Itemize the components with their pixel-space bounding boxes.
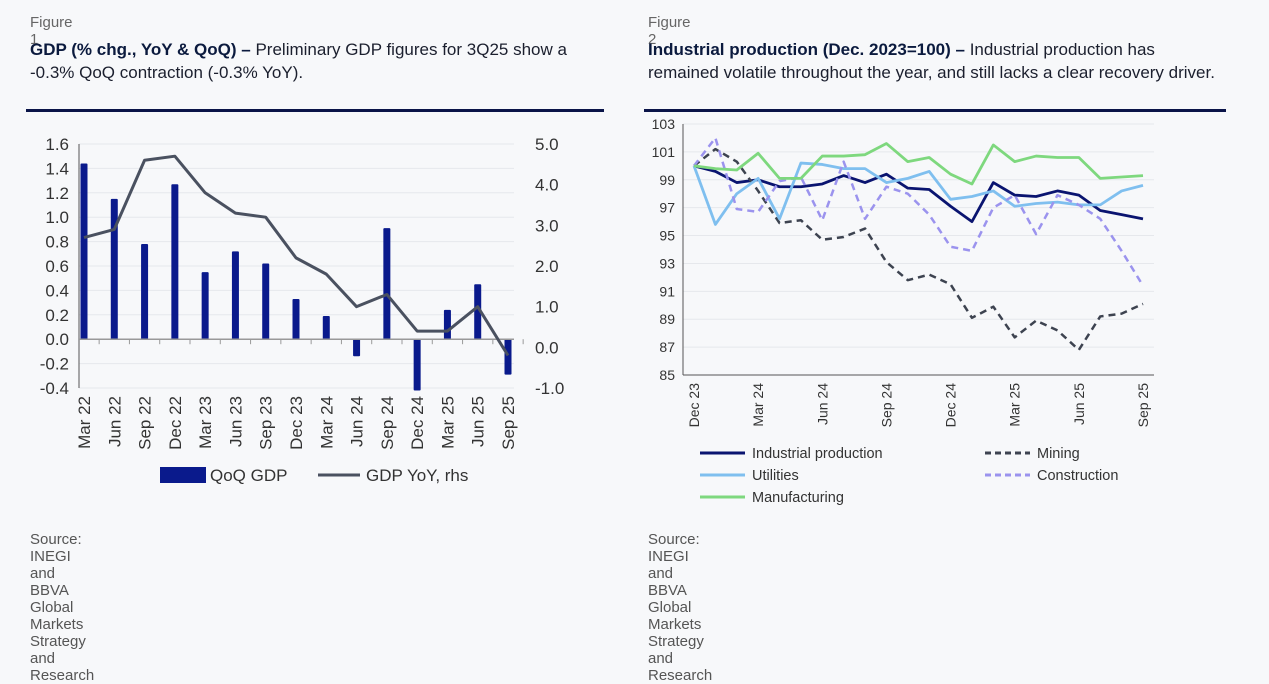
y-tick-label: 87 [659,339,675,355]
bar [80,163,88,340]
y-tick-label: 97 [659,200,675,216]
series-line-mining [693,147,1144,352]
x-tick-label: Mar 24 [317,396,336,449]
x-tick-label: Sep 25 [499,396,518,450]
bar [110,198,118,340]
x-tick-label: Mar 22 [75,396,94,449]
y-tick-label: -0.2 [40,355,69,374]
title-bold: Industrial production (Dec. 2023=100) – [648,40,965,59]
bar [171,184,179,340]
y-tick-label: 1.0 [45,208,69,227]
y2-tick-label: 1.0 [535,298,559,317]
x-tick-label: Jun 22 [105,396,124,447]
y-tick-label: 85 [659,367,675,383]
x-tick-label: Dec 22 [166,396,185,450]
y-tick-label: 1.4 [45,159,69,178]
y-tick-label: 1.6 [45,135,69,154]
x-tick-label: Jun 23 [226,396,245,447]
legend-label: Mining [1037,446,1080,462]
figure-label: Figure 1 [30,14,73,48]
x-tick-label: Jun 24 [348,396,367,447]
y-tick-label: 91 [659,283,675,299]
series-line-industrial-production [693,164,1144,224]
figure-title: GDP (% chg., YoY & QoQ) – Preliminary GD… [30,38,590,84]
series-line-construction [693,136,1145,287]
y2-tick-label: 5.0 [535,135,559,154]
y2-tick-label: 2.0 [535,257,559,276]
x-tick-label: Mar 25 [1007,383,1023,427]
bar [141,244,149,340]
y-tick-label: 103 [652,116,676,132]
y2-tick-label: -1.0 [535,379,564,398]
x-tick-label: Jun 24 [814,383,830,425]
charts: 1.6 1.4 1.2 1.0 0.8 0.6 0.4 0.2 0.0 -0.2 -0.4 5.0 4.… [40,116,1154,506]
bar [292,298,300,340]
y-tick-label: 99 [659,172,675,188]
x-tick-label: Mar 25 [438,396,457,449]
x-tick-label: Dec 23 [287,396,306,450]
y-tick-label: 0.0 [45,330,69,349]
x-tick-label: Dec 24 [943,383,959,428]
x-tick-label: Sep 24 [878,383,894,428]
y-tick-label: 0.4 [45,281,69,300]
title-text: Industrial production has remained volat… [648,40,1215,82]
legend-label: Industrial production [752,446,883,462]
figure-title: Industrial production (Dec. 2023=100) – … [648,38,1218,84]
bar [383,228,391,340]
y-tick-label: -0.4 [40,379,69,398]
y-tick-label: 89 [659,311,675,327]
x-tick-label: Jun 25 [469,396,488,447]
y-tick-label: 0.2 [45,306,69,325]
bar [413,339,421,391]
y2-tick-label: 3.0 [535,216,559,235]
x-tick-label: Sep 25 [1135,383,1151,428]
x-tick-label: Dec 23 [686,383,702,428]
bar [504,339,512,375]
bar [201,272,209,340]
divider [26,109,604,112]
y-tick-label: 95 [659,228,675,244]
bar [262,263,270,340]
y-tick-label: 1.2 [45,184,69,203]
bar [474,284,482,340]
title-text: Preliminary GDP figures for 3Q25 show a … [30,40,567,82]
x-tick-label: Sep 24 [378,396,397,450]
legend-label: Manufacturing [752,490,844,506]
y-tick-label: 101 [652,144,676,160]
bar [231,251,239,340]
bar [353,339,361,357]
x-tick-label: Dec 24 [408,396,427,450]
y2-tick-label: 4.0 [535,176,559,195]
x-tick-label: Sep 22 [136,396,155,450]
y-tick-label: 0.6 [45,257,69,276]
x-tick-label: Jun 25 [1071,383,1087,425]
series-line-manufacturing [693,142,1144,186]
divider [644,109,1226,112]
x-tick-label: Mar 23 [196,396,215,449]
legend-swatch-bar [160,467,206,483]
y-tick-label: 93 [659,255,675,271]
bar [322,316,330,340]
x-tick-label: Mar 24 [750,383,766,427]
figure-label: Figure 2 [648,14,691,48]
legend-label: Utilities [752,468,799,484]
legend-label: GDP YoY, rhs [366,466,468,485]
y2-tick-label: 0.0 [535,338,559,357]
legend-label: QoQ GDP [210,466,287,485]
bar [443,309,451,340]
yoy-line [83,154,510,357]
x-tick-label: Sep 23 [257,396,276,450]
y-tick-label: 0.8 [45,233,69,252]
title-bold: GDP (% chg., YoY & QoQ) – [30,40,251,59]
legend-label: Construction [1037,468,1118,484]
